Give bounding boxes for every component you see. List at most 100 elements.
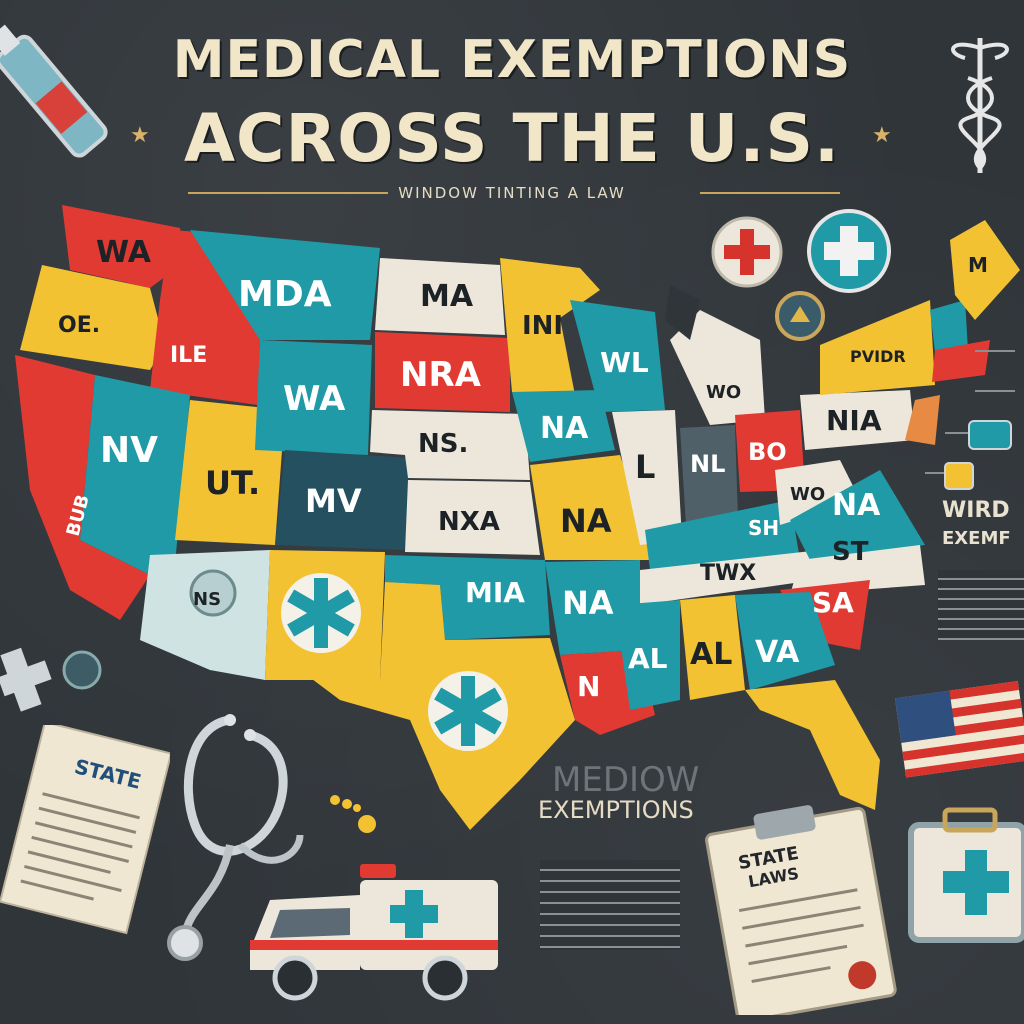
- state-me: [950, 220, 1020, 320]
- label-pvidr: PVIDR: [850, 347, 906, 366]
- clipboard-icon: [705, 805, 897, 1015]
- label-wa-2: WA: [283, 379, 346, 419]
- subtitle: WINDOW TINTING A LAW: [398, 184, 626, 202]
- stethoscope-icon: [167, 714, 304, 961]
- state-nd: [375, 258, 505, 335]
- label-nl: NL: [690, 450, 725, 478]
- label-al-2: AL: [690, 637, 732, 672]
- text-lines: [938, 570, 1024, 640]
- state-wv: [775, 460, 860, 525]
- state-ny: [820, 300, 935, 395]
- state-wi: [570, 300, 665, 412]
- syringe-icon: [0, 24, 108, 158]
- medical-cross-icon: [0, 647, 52, 712]
- us-flag-icon: [894, 681, 1024, 778]
- state-ks: [405, 480, 540, 555]
- label-m: M: [968, 253, 988, 277]
- hawaii-islands: [330, 795, 376, 833]
- state-mt: [190, 230, 380, 340]
- label-wo-2: WO: [790, 484, 825, 505]
- label-ma: MA: [420, 279, 474, 314]
- title-line-2: ACROSS THE U.S.: [183, 100, 841, 177]
- medical-cross-badge-icon: [807, 209, 891, 293]
- star-icon: ★: [872, 122, 892, 147]
- state-ga: [735, 592, 835, 690]
- state-nv: [80, 375, 190, 575]
- state-pa: [800, 390, 915, 450]
- label-mia: MIA: [465, 576, 525, 609]
- seal-icon: [775, 291, 825, 341]
- seal-icon: [189, 569, 237, 617]
- state-ia: [512, 390, 615, 462]
- label-ile: ILE: [170, 343, 207, 368]
- connector-line: [975, 350, 1015, 352]
- star-of-life-icon: [428, 671, 508, 751]
- divider: [188, 192, 388, 194]
- label-na-va: NA: [832, 488, 881, 523]
- star-icon: ★: [130, 122, 150, 147]
- state-vt: [930, 300, 968, 352]
- state-va: [790, 470, 925, 560]
- state-in: [680, 425, 738, 525]
- text-lines: [540, 860, 680, 950]
- star-of-life-icon: [281, 573, 361, 653]
- state-ky: [645, 500, 800, 570]
- mini-card: [968, 420, 1012, 450]
- connector-line: [975, 390, 1015, 392]
- label-ns-az: NS: [193, 589, 221, 610]
- ghost-heading: MEDIOW: [552, 760, 700, 800]
- state-ca: [15, 355, 150, 620]
- label-va: VA: [755, 635, 800, 670]
- label-l: L: [635, 448, 655, 486]
- state-wy: [255, 340, 372, 455]
- label-nia: NIA: [826, 404, 882, 437]
- state-ms: [615, 600, 680, 710]
- state-mi: [670, 310, 765, 425]
- caduceus-icon: [951, 38, 1009, 173]
- label-nxa: NXA: [438, 507, 500, 537]
- state-or: [20, 265, 165, 370]
- state-nj: [905, 395, 940, 445]
- state-sd: [375, 332, 510, 412]
- state-al: [680, 595, 745, 700]
- label-wl: WL: [600, 346, 649, 379]
- label-mda: MDA: [238, 274, 332, 315]
- label-na-ar: NA: [562, 584, 614, 622]
- state-wa: [62, 205, 185, 288]
- exemptions-heading: EXEMPTIONS: [538, 796, 694, 824]
- state-document: [0, 725, 170, 935]
- label-nra: NRA: [400, 355, 482, 395]
- connector-line: [925, 472, 945, 474]
- label-sa: SA: [812, 586, 854, 619]
- label-oe: OE.: [58, 313, 100, 338]
- state-ne: [370, 410, 530, 480]
- label-nv: NV: [100, 430, 158, 471]
- state-co: [275, 450, 410, 550]
- label-bo: BO: [748, 438, 787, 466]
- title-line-1: MEDICAL EXEMPTIONS: [172, 30, 852, 90]
- ambulance-icon: [250, 864, 498, 1001]
- divider: [700, 192, 840, 194]
- side-heading-1: WIRD: [942, 498, 1010, 523]
- side-heading-2: EXEMF: [942, 528, 1011, 549]
- label-ini: INI: [522, 311, 563, 341]
- state-il: [612, 410, 682, 545]
- label-wo: WO: [706, 382, 741, 403]
- state-id: [150, 230, 260, 405]
- label-na-mo: NA: [560, 502, 612, 540]
- medical-cross-badge-icon: [711, 216, 783, 288]
- label-sh: SH: [748, 516, 779, 540]
- label-mv: MV: [305, 482, 362, 520]
- first-aid-kit-icon: [908, 807, 1024, 943]
- state-ok: [385, 555, 550, 640]
- state-ar: [545, 560, 640, 655]
- label-ns: NS.: [418, 429, 468, 459]
- label-ut: UT.: [205, 464, 260, 502]
- label-twx: TWX: [700, 561, 756, 586]
- label-wa: WA: [96, 235, 152, 270]
- state-nc: [790, 545, 925, 595]
- mini-card: [944, 462, 974, 490]
- label-na-ia: NA: [540, 411, 589, 446]
- label-n-la: N: [577, 670, 600, 703]
